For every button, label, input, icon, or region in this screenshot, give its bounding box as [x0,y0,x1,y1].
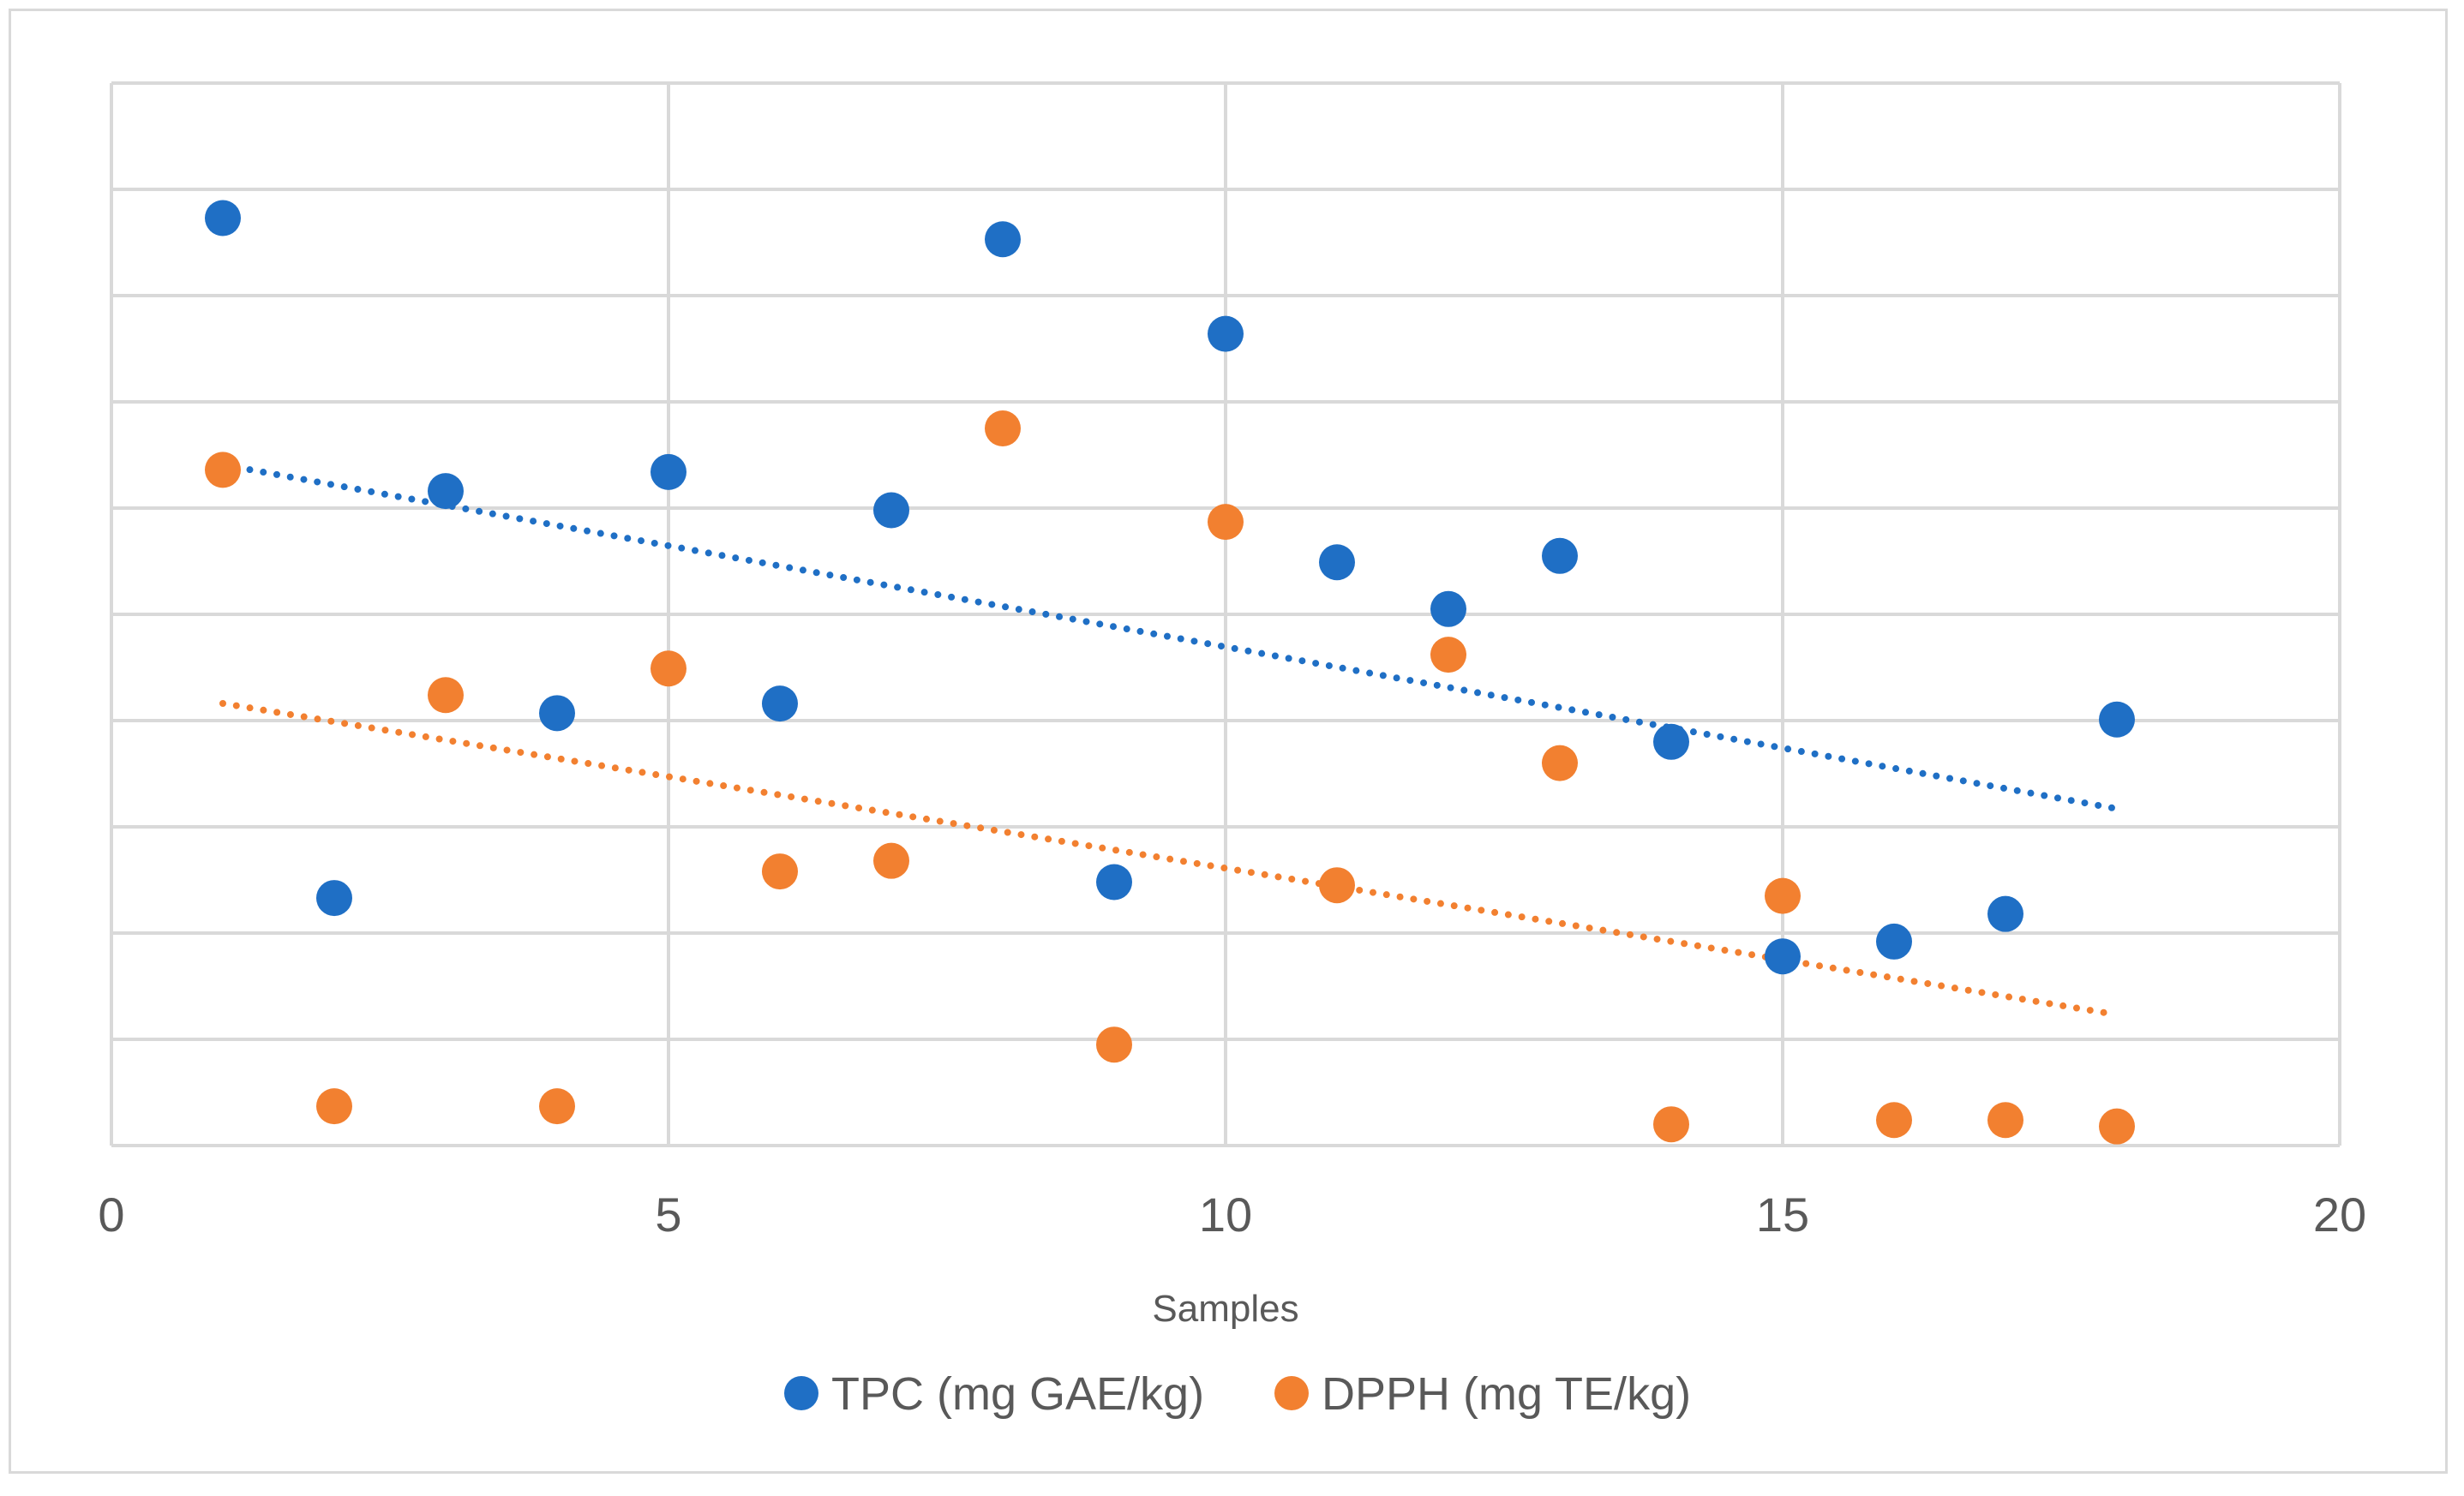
data-point-layer [205,200,2135,1145]
grid-layer [110,81,2341,1147]
data-point-series-0 [1542,537,1578,574]
legend-label-tpc: TPC (mg GAE/kg) [831,1368,1204,1420]
data-point-series-1 [1765,877,1801,914]
data-point-series-0 [1430,590,1466,627]
data-point-series-1 [1653,1106,1689,1143]
data-point-series-0 [316,880,352,917]
x-tick-label: 10 [1199,1188,1252,1242]
data-point-series-0 [873,492,909,529]
legend-marker-dpph [1274,1376,1309,1410]
data-point-series-1 [873,842,909,879]
data-point-series-1 [1987,1102,2023,1139]
data-point-series-1 [1208,504,1244,541]
data-point-series-1 [2099,1108,2135,1145]
data-point-series-0 [762,685,798,722]
data-point-series-0 [1876,923,1912,960]
data-point-series-0 [1653,723,1689,760]
data-point-series-1 [1542,745,1578,781]
chart-frame [9,9,2448,1474]
x-tick-labels: 0 5 10 15 20 [98,1188,2366,1242]
data-point-series-1 [539,1088,575,1125]
data-point-series-0 [205,200,241,236]
data-point-series-1 [316,1088,352,1125]
data-point-series-0 [1319,544,1355,581]
data-point-series-1 [1430,637,1466,673]
data-point-series-1 [985,410,1021,446]
legend-label-dpph: DPPH (mg TE/kg) [1322,1368,1691,1420]
trendline-layer [219,461,2120,1019]
data-point-series-1 [1319,867,1355,904]
trendline-series-1 [219,699,2120,1019]
legend-marker-tpc [784,1376,818,1410]
x-tick-label: 5 [655,1188,681,1242]
data-point-series-1 [762,853,798,890]
x-tick-label: 0 [98,1188,124,1242]
data-point-series-0 [428,473,464,510]
data-point-series-0 [1096,864,1132,901]
data-point-series-0 [539,695,575,732]
data-point-series-0 [1208,315,1244,352]
trendline-series-0 [219,461,2120,812]
data-point-series-1 [650,650,686,687]
x-axis-title: Samples [1152,1288,1298,1330]
legend: TPC (mg GAE/kg) DPPH (mg TE/kg) [784,1368,1691,1420]
data-point-series-0 [985,221,1021,258]
data-point-series-0 [1987,895,2023,932]
x-tick-label: 15 [1756,1188,1809,1242]
data-point-series-1 [1096,1026,1132,1063]
data-point-series-1 [205,452,241,488]
data-point-series-0 [2099,701,2135,738]
data-point-series-1 [428,677,464,714]
x-tick-label: 20 [2313,1188,2366,1242]
data-point-series-0 [1765,938,1801,975]
data-point-series-1 [1876,1102,1912,1139]
data-point-series-0 [650,453,686,490]
